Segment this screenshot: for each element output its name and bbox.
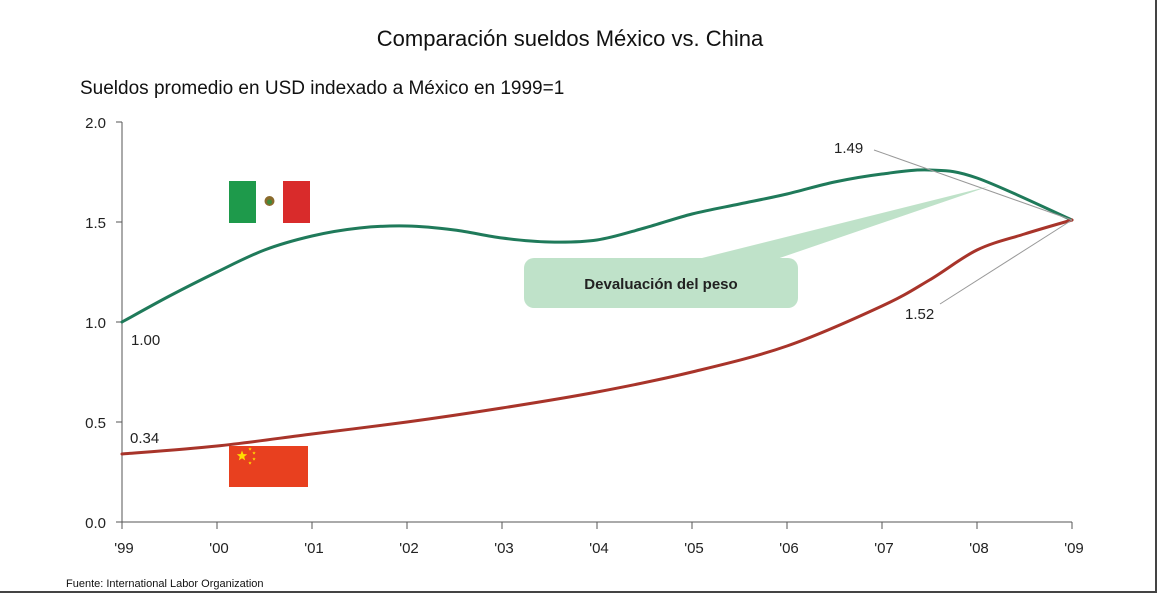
x-tick-label: '06 (779, 540, 799, 557)
china-flag-big-star (236, 450, 248, 461)
x-tick-label: '04 (589, 540, 609, 557)
china-line (120, 218, 1074, 456)
x-tick-label: '02 (399, 540, 419, 557)
y-tick-label: 1.5 (85, 215, 106, 232)
y-tick-label: 0.5 (85, 415, 106, 432)
y-tick-label: 1.0 (85, 315, 106, 332)
x-tick-label: '07 (874, 540, 894, 557)
chart-series (120, 168, 1074, 456)
china-flag-field (229, 446, 308, 487)
source-note: Fuente: International Labor Organization (66, 578, 264, 590)
label-china-end: 1.52 (905, 306, 934, 323)
callout-box (524, 258, 798, 308)
mexico-flag-green (229, 181, 256, 223)
china-flag-small-star (248, 461, 252, 465)
china-flag-small-star (252, 457, 256, 461)
chart-axes: 0.0 0.5 1.0 1.5 2.0 '99 '00 '01 '02 '03 '04 '05 '06 '… (85, 115, 1084, 557)
y-tick-label: 0.0 (85, 515, 106, 532)
mexico-line (120, 168, 1074, 324)
leader-line-china (939, 219, 1073, 305)
x-tick-label: '09 (1064, 540, 1084, 557)
annotation-leaders (873, 149, 1073, 305)
mexico-flag-icon (229, 181, 310, 223)
mexico-flag-emblem-center (267, 199, 272, 205)
china-flag-icon (229, 446, 308, 487)
x-tick-label: '00 (209, 540, 229, 557)
china-flag-small-star (248, 447, 252, 451)
leader-line-mexico (873, 149, 1073, 221)
x-tick-label: '99 (114, 540, 134, 557)
label-mexico-peak: 1.49 (834, 140, 863, 157)
x-tick-label: '05 (684, 540, 704, 557)
label-mexico-start: 1.00 (131, 332, 160, 349)
y-tick-label: 2.0 (85, 115, 106, 132)
mexico-flag-red (283, 181, 310, 223)
x-tick-label: '03 (494, 540, 514, 557)
x-tick-label: '01 (304, 540, 324, 557)
chart-title: Comparación sueldos México vs. China (376, 26, 764, 51)
callout-devaluacion: Devaluación del peso (524, 186, 990, 308)
china-flag-small-star (252, 451, 256, 455)
chart-subtitle: Sueldos promedio en USD indexado a Méxic… (80, 78, 565, 99)
callout-text: Devaluación del peso (584, 276, 737, 293)
annotation-labels: 1.00 0.34 1.49 1.52 (130, 140, 934, 447)
label-china-start: 0.34 (130, 430, 159, 447)
callout-pointer (686, 186, 990, 262)
x-tick-label: '08 (969, 540, 989, 557)
flags (229, 181, 310, 487)
